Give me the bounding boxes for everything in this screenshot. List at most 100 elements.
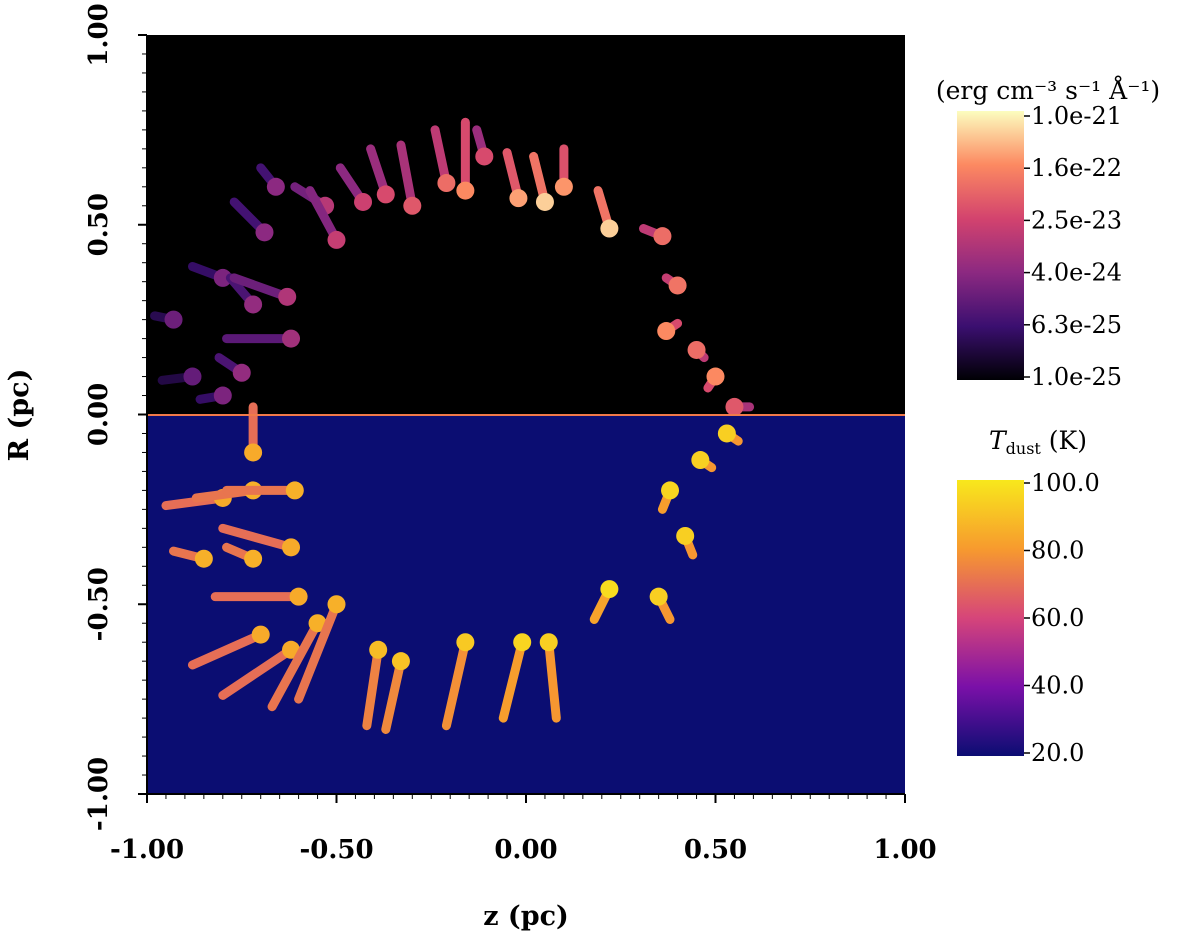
emission-clump <box>657 318 683 341</box>
emission-clump-head <box>668 276 687 295</box>
dust-colorbar-title: Tdust (K) <box>989 426 1087 458</box>
y-tick-label: 1.00 <box>84 3 114 66</box>
dust-clump-tail <box>218 523 296 552</box>
emission-clump-tail <box>430 125 451 188</box>
emission-clump-head <box>456 181 475 200</box>
emissivity-colorbar-tick-label: 1.0e-25 <box>1031 363 1122 391</box>
dust-clump <box>589 580 619 624</box>
x-tick-label: 0.50 <box>684 835 747 865</box>
emission-clump-head <box>509 189 528 208</box>
x-tick-label: 0.00 <box>494 835 557 865</box>
dust-colorbar-tick-label: 60.0 <box>1031 604 1084 632</box>
emission-clump-head <box>164 310 183 329</box>
emission-clump-tail <box>305 186 341 245</box>
emission-clump <box>150 310 183 329</box>
emission-clump <box>187 261 232 287</box>
dust-colorbar <box>957 480 1024 756</box>
dust-clump <box>441 633 475 731</box>
dust-clump-head <box>194 549 213 568</box>
y-tick-label: -0.50 <box>84 567 114 641</box>
emission-clump <box>593 186 619 238</box>
emission-clump-head <box>266 177 285 196</box>
emission-clump-head <box>475 147 494 166</box>
dust-clump-tail <box>381 656 406 734</box>
emission-clump <box>396 140 422 215</box>
dust-clump <box>362 640 388 731</box>
emissivity-colorbar <box>957 111 1024 380</box>
dust-colorbar-title-main: T <box>989 426 1008 455</box>
dust-clump-head <box>661 481 680 500</box>
dust-colorbar-tick-label: 20.0 <box>1031 739 1084 767</box>
dust-clump <box>657 481 680 514</box>
emission-clump <box>554 144 573 196</box>
dust-clump-tail <box>498 637 527 723</box>
emission-clump-head <box>278 287 297 306</box>
emission-clump <box>222 329 301 348</box>
emission-clump-head <box>327 230 346 249</box>
emission-clump-head <box>232 363 251 382</box>
x-tick-label: -1.00 <box>110 835 184 865</box>
emissivity-colorbar-tick-label: 6.3e-25 <box>1031 311 1122 339</box>
emission-clump-head <box>282 329 301 348</box>
dust-colorbar-ticks: 100.0 80.0 60.0 40.0 20.0 <box>1024 469 1100 767</box>
dust-clump-head <box>285 481 304 500</box>
lower-half-background <box>147 415 905 794</box>
dust-clump <box>381 652 410 734</box>
emission-clump <box>366 144 395 204</box>
emissivity-colorbar-tick-label: 1.0e-21 <box>1031 102 1122 130</box>
emission-clump <box>456 117 475 200</box>
dust-clump <box>676 526 698 560</box>
dust-clump-tail <box>294 599 341 704</box>
dust-clump-head <box>308 614 327 633</box>
emission-clump-tail <box>229 273 292 302</box>
axes: -1.00 -0.50 0.00 0.50 1.00 1.00 0.50 0.00 -0.50 -… <box>84 3 937 865</box>
emission-clump-head <box>657 322 676 341</box>
dust-clump-head <box>251 625 270 644</box>
emission-clump <box>725 397 755 416</box>
dust-colorbar-tick-label: 40.0 <box>1031 672 1084 700</box>
emissivity-colorbar-tick-label: 1.6e-22 <box>1031 154 1122 182</box>
dust-clump-head <box>456 633 475 652</box>
emission-clump-head <box>725 397 744 416</box>
dust-clump-tail <box>362 645 383 731</box>
emission-clump <box>502 148 528 208</box>
emission-clump-head <box>255 223 274 242</box>
emissivity-colorbar-ticks: 1.0e-21 1.6e-22 2.5e-23 4.0e-24 6.3e-25 1.0e-… <box>1024 102 1122 391</box>
dust-clump-head <box>282 538 301 557</box>
dust-clump <box>649 587 675 624</box>
dust-clump <box>717 424 743 446</box>
x-axis-label: z (pc) <box>483 901 569 932</box>
emission-clump-tail <box>396 140 417 211</box>
emission-clump <box>305 186 346 249</box>
dust-colorbar-tick-label: 100.0 <box>1031 469 1100 497</box>
emission-clump <box>256 163 285 196</box>
emission-clump-head <box>183 367 202 386</box>
emission-clump-head <box>376 185 395 204</box>
y-axis-label: R (pc) <box>4 369 35 462</box>
emission-clump <box>335 163 373 211</box>
dust-clump <box>169 546 213 568</box>
dust-clump-head <box>369 640 388 659</box>
dust-clump <box>222 542 263 568</box>
emissivity-colorbar-tick-label: 4.0e-24 <box>1031 259 1122 287</box>
emissivity-colorbar-title: (erg cm⁻³ s⁻¹ Å⁻¹) <box>936 75 1160 105</box>
emission-clump <box>638 224 672 246</box>
dust-clump <box>498 633 532 723</box>
dust-clump-head <box>600 580 619 599</box>
dust-clump-tail <box>218 645 296 700</box>
emission-clump-head <box>354 192 373 211</box>
emission-clump <box>472 125 494 166</box>
emission-clump-head <box>535 192 554 211</box>
dust-clump <box>294 595 346 704</box>
dust-clump <box>210 587 308 606</box>
dust-colorbar-tick-label: 80.0 <box>1031 537 1084 565</box>
dust-clump-head <box>513 633 532 652</box>
emission-clump <box>661 273 687 295</box>
dust-clump <box>218 523 301 557</box>
dust-clump-head <box>289 587 308 606</box>
emission-clump-head <box>244 295 263 314</box>
emission-clump <box>195 386 232 405</box>
emission-clump-head <box>403 196 422 215</box>
emission-clump-head <box>213 386 232 405</box>
